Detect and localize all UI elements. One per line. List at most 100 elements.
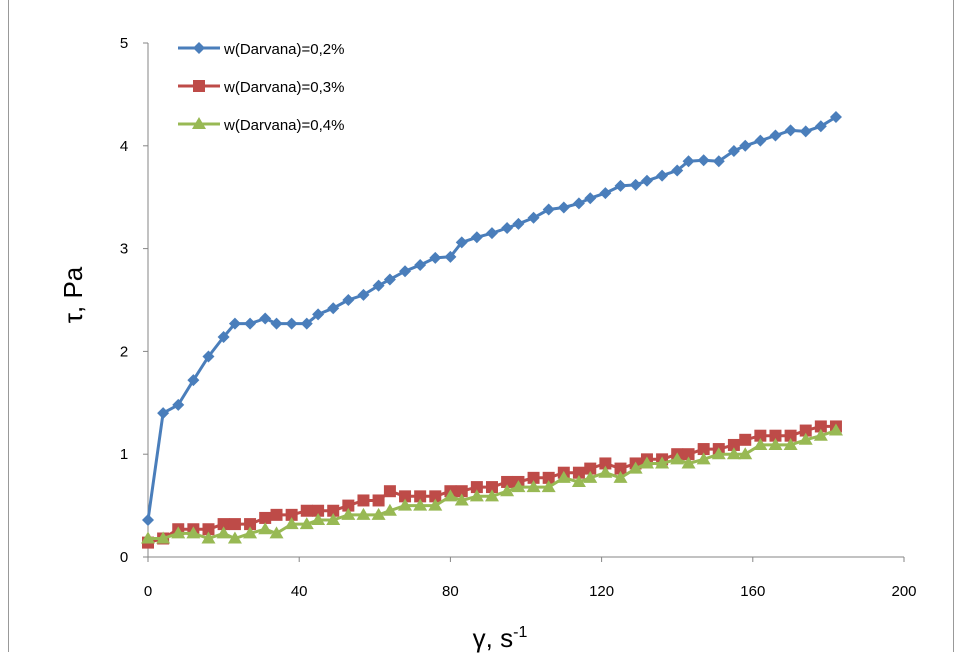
x-axis-title: γ, s-1 <box>473 623 528 653</box>
data-point <box>571 474 586 487</box>
data-point <box>712 155 725 168</box>
x-tick-label: 160 <box>740 583 765 600</box>
data-point <box>739 433 752 446</box>
series-1 <box>142 111 842 526</box>
data-point <box>454 493 469 506</box>
data-point <box>141 531 155 544</box>
data-point <box>217 331 230 344</box>
data-point <box>187 374 200 387</box>
data-point <box>557 201 570 214</box>
x-tick-label: 40 <box>291 583 308 600</box>
data-point <box>342 499 355 512</box>
data-point <box>202 350 215 363</box>
x-tick-label: 120 <box>589 583 614 600</box>
y-tick-label: 1 <box>120 446 128 463</box>
data-point <box>469 489 484 502</box>
data-point <box>512 217 525 230</box>
data-point <box>556 470 571 483</box>
data-point <box>655 456 670 469</box>
data-point <box>414 259 427 272</box>
data-point <box>455 485 468 498</box>
data-point <box>270 317 283 330</box>
data-point <box>399 490 412 503</box>
data-point <box>754 134 767 147</box>
data-point <box>542 471 555 484</box>
data-point <box>228 518 241 531</box>
data-point <box>342 294 355 306</box>
data-point <box>285 508 298 521</box>
data-point <box>413 498 428 511</box>
data-point <box>429 251 442 264</box>
data-point <box>828 423 843 436</box>
data-point <box>327 504 340 517</box>
data-point <box>738 447 753 460</box>
data-point <box>372 494 385 507</box>
data-point <box>753 437 768 450</box>
data-point <box>312 504 325 517</box>
data-point <box>769 429 782 442</box>
data-point <box>485 227 498 240</box>
data-point <box>527 471 540 484</box>
data-point <box>186 526 201 539</box>
data-point <box>599 457 612 470</box>
data-point <box>216 526 231 539</box>
data-point <box>327 302 340 315</box>
data-point <box>697 154 710 167</box>
data-point <box>228 317 241 330</box>
data-point <box>784 124 797 137</box>
data-point <box>769 129 782 142</box>
legend-label: w(Darvana)=0,3% <box>223 79 344 96</box>
data-point <box>312 308 325 321</box>
data-point <box>300 317 313 330</box>
data-point <box>501 475 514 488</box>
data-point <box>799 424 812 437</box>
data-point <box>727 438 740 451</box>
data-point <box>526 480 541 493</box>
data-point <box>300 504 313 517</box>
data-point <box>599 187 612 200</box>
data-point <box>511 480 526 493</box>
x-tick-label: 0 <box>144 583 152 600</box>
legend-item: w(Darvana)=0,3% <box>178 79 344 96</box>
data-point <box>357 494 370 507</box>
data-point <box>157 407 170 420</box>
legend-item: w(Darvana)=0,2% <box>178 41 344 58</box>
data-point <box>172 398 185 411</box>
data-point <box>629 178 642 191</box>
legend-item: w(Darvana)=0,4% <box>178 117 344 134</box>
data-point <box>814 420 827 433</box>
data-point <box>171 526 186 539</box>
ticks: 0 1 2 3 4 5 0 40 80 120 160 200 <box>120 35 917 600</box>
data-point <box>399 265 412 278</box>
data-point <box>670 452 685 465</box>
data-point <box>285 317 298 330</box>
y-tick-label: 5 <box>120 35 128 52</box>
data-point <box>443 489 458 502</box>
data-point <box>383 273 396 286</box>
data-point <box>727 144 740 157</box>
data-point <box>244 518 257 531</box>
data-point <box>270 508 283 521</box>
axes <box>147 43 904 558</box>
data-point <box>356 507 371 520</box>
data-point <box>682 448 695 461</box>
data-point <box>541 480 556 493</box>
data-point <box>754 429 767 442</box>
data-point <box>485 481 498 494</box>
data-point <box>628 461 643 474</box>
data-point <box>711 447 726 460</box>
data-point <box>142 513 154 526</box>
data-point <box>696 452 711 465</box>
data-point <box>572 466 585 479</box>
data-point <box>284 517 299 530</box>
data-point <box>829 111 842 124</box>
data-point <box>311 512 326 525</box>
data-point <box>484 489 499 502</box>
data-point <box>726 447 741 460</box>
data-point <box>639 456 654 469</box>
legend-marker <box>193 80 205 92</box>
data-point <box>357 288 370 301</box>
data-point <box>572 197 585 210</box>
data-point <box>470 231 483 244</box>
data-point <box>217 518 230 531</box>
